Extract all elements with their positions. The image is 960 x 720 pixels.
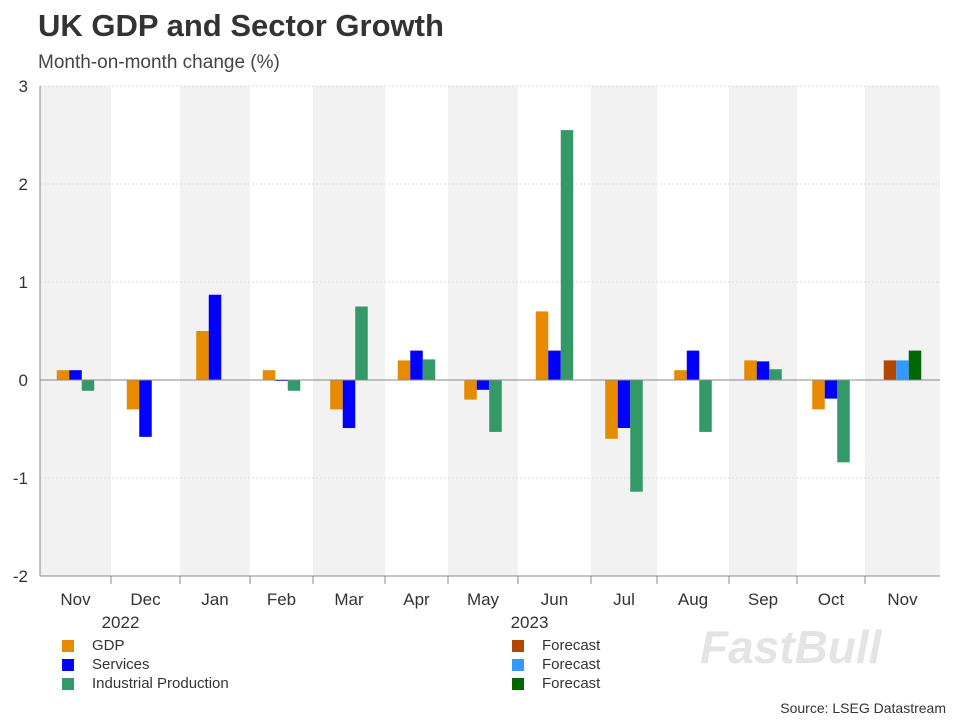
bar-services [410, 350, 423, 380]
legend-item: Industrial Production [62, 675, 229, 692]
x-tick-label: May [467, 590, 500, 609]
bar-gdp [812, 380, 825, 410]
legend-item: Services [62, 656, 150, 673]
bar-gdp [464, 380, 477, 400]
bar-services [342, 380, 356, 429]
legend-swatch [512, 658, 524, 671]
x-tick-label: Oct [818, 590, 845, 609]
bar-industrial-production [630, 380, 643, 492]
band [729, 86, 797, 576]
bar-industrial-production [422, 359, 436, 380]
legend-swatch [62, 658, 74, 671]
bar-gdp [196, 331, 209, 380]
bar-gdp [535, 311, 549, 380]
bar-gdp [605, 380, 618, 439]
band [313, 86, 385, 576]
legend-item: Forecast [512, 637, 600, 654]
x-tick-label: Nov [60, 590, 91, 609]
bar-services [208, 294, 222, 380]
bar-industrial-production [769, 369, 782, 380]
bar-gdp [397, 360, 411, 380]
bar-services [476, 380, 490, 390]
bar-services [686, 350, 700, 380]
legend-swatch [512, 639, 524, 652]
bar-industrial-production [560, 130, 574, 380]
bar-gdp [674, 370, 687, 380]
band [591, 86, 657, 576]
bar-industrial-production [699, 380, 712, 432]
y-tick-label: 2 [19, 175, 28, 194]
x-tick-label: Apr [403, 590, 430, 609]
band [40, 86, 111, 576]
x-tick-label: Jan [201, 590, 228, 609]
bar-gdp [262, 370, 276, 380]
legend-label: Services [92, 656, 150, 673]
watermark: FastBull [700, 621, 882, 673]
bar-forecast [896, 360, 909, 380]
bar-gdp [744, 360, 757, 380]
x-tick-label: Feb [267, 590, 296, 609]
bar-industrial-production [489, 380, 502, 432]
legend-item: Forecast [512, 675, 600, 692]
bar-forecast [908, 350, 922, 380]
bar-industrial-production [837, 380, 850, 463]
band [865, 86, 940, 576]
x-tick-label: Sep [748, 590, 778, 609]
legend-swatch [512, 677, 524, 690]
x-tick-label: Aug [678, 590, 708, 609]
year-label: 2023 [511, 613, 549, 632]
x-tick-label: Mar [334, 590, 364, 609]
bar-services [824, 380, 838, 399]
x-tick-label: Dec [130, 590, 161, 609]
bar-services [69, 370, 82, 380]
bar-gdp [330, 380, 343, 410]
bar-services [617, 380, 631, 429]
y-tick-label: 1 [19, 273, 28, 292]
y-tick-label: -1 [13, 469, 28, 488]
legend-label: Forecast [542, 637, 601, 654]
bar-services [548, 350, 561, 380]
x-tick-label: Nov [887, 590, 918, 609]
year-label: 2022 [102, 613, 140, 632]
source-note: Source: LSEG Datastream [780, 700, 946, 716]
bar-industrial-production [287, 380, 301, 391]
x-tick-label: Jul [613, 590, 635, 609]
y-tick-label: -2 [13, 567, 28, 586]
legend-swatch [62, 677, 74, 690]
legend-item: Forecast [512, 656, 600, 673]
chart-title: UK GDP and Sector Growth [38, 8, 444, 43]
legend-label: GDP [92, 637, 125, 654]
legend-label: Forecast [542, 656, 601, 673]
bar-gdp [126, 380, 140, 410]
bar-industrial-production [81, 380, 95, 391]
bar-industrial-production [355, 306, 368, 380]
bar-services [139, 380, 152, 437]
bar-services [756, 361, 770, 380]
y-tick-label: 3 [19, 77, 28, 96]
legend-label: Forecast [542, 675, 601, 692]
bar-forecast [883, 360, 897, 380]
band [448, 86, 518, 576]
legend-swatch [62, 639, 74, 652]
bar-gdp [56, 370, 70, 380]
legend-item: GDP [62, 637, 125, 654]
y-tick-label: 0 [19, 371, 28, 390]
chart-subtitle: Month-on-month change (%) [38, 52, 280, 73]
legend-label: Industrial Production [92, 675, 229, 692]
x-tick-label: Jun [541, 590, 568, 609]
